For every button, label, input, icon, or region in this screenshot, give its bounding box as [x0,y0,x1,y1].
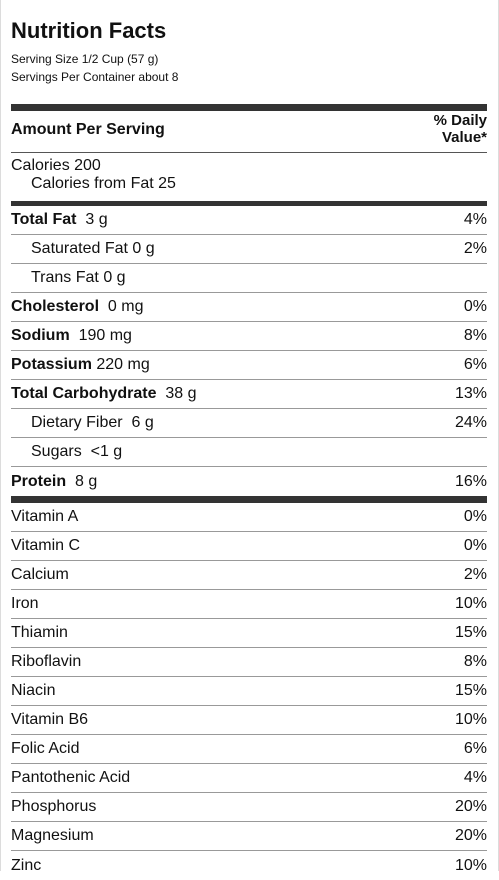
nutrient-row-protein: Protein 8 g 16% [11,467,487,496]
nutrient-dv: 13% [454,385,487,402]
vitamin-name: Magnesium [11,827,94,844]
vitamin-name: Zinc [11,856,42,874]
vitamin-name: Iron [11,595,39,612]
nutrient-name: Dietary Fiber [31,414,123,431]
vitamin-dv: 10% [454,856,487,874]
nutrient-row-dietary-fiber: Dietary Fiber 6 g 24% [11,409,487,438]
vitamin-name: Niacin [11,682,56,699]
vitamin-name: Phosphorus [11,798,97,815]
nutrient-name: Total Carbohydrate [11,385,157,402]
vitamin-dv: 0% [463,508,487,525]
nutrient-dv: 24% [454,414,487,431]
nutrient-amount: 38 g [165,385,197,402]
nutrient-amount: 220 mg [96,356,150,373]
nutrient-row-sodium: Sodium 190 mg 8% [11,322,487,351]
nutrient-dv: 16% [454,472,487,490]
vitamin-name: Folic Acid [11,740,80,757]
nutrient-name: Cholesterol [11,298,100,315]
vitamin-dv: 0% [463,537,487,554]
nutrient-dv: 4% [463,211,487,228]
vitamin-row: Vitamin A 0% [11,503,487,532]
nutrient-row-total-carbohydrate: Total Carbohydrate 38 g 13% [11,380,487,409]
nutrient-row-trans-fat: Trans Fat 0 g [11,264,487,293]
nutrient-amount: 8 g [75,472,98,490]
nutrient-amount: 190 mg [78,327,132,344]
nutrient-amount: 0 mg [107,298,144,315]
amount-per-serving-label: Amount Per Serving [11,121,165,138]
vitamin-row: Riboflavin 8% [11,648,487,677]
vitamin-row: Folic Acid 6% [11,735,487,764]
vitamin-name: Riboflavin [11,653,82,670]
nutrient-row-potassium: Potassium 220 mg 6% [11,351,487,380]
nutrient-row-saturated-fat: Saturated Fat 0 g 2% [11,235,487,264]
vitamin-dv: 8% [463,653,487,670]
vitamin-name: Vitamin A [11,508,79,525]
vitamin-row: Thiamin 15% [11,619,487,648]
vitamin-dv: 10% [454,711,487,728]
vitamin-name: Thiamin [11,624,68,641]
vitamin-row: Pantothenic Acid 4% [11,764,487,793]
vitamin-row: Niacin 15% [11,677,487,706]
servings-per-container: Servings Per Container about 8 [11,70,179,84]
vitamin-name: Calcium [11,566,69,583]
nutrient-dv: 2% [463,240,487,257]
daily-value-line2: Value* [441,129,487,146]
vitamin-dv: 15% [454,682,487,699]
calories-block: Calories 200 Calories from Fat 25 [11,153,487,201]
vitamin-name: Vitamin C [11,537,81,554]
nutrient-amount: <1 g [90,443,123,460]
nutrient-name: Trans Fat 0 g [31,269,126,286]
nutrient-row-sugars: Sugars <1 g [11,438,487,467]
vitamin-dv: 20% [454,827,487,844]
divider-medium [11,201,487,206]
nutrient-row-cholesterol: Cholesterol 0 mg 0% [11,293,487,322]
vitamin-dv: 4% [463,769,487,786]
vitamin-dv: 10% [454,595,487,612]
vitamin-row: Phosphorus 20% [11,793,487,822]
serving-size: Serving Size 1/2 Cup (57 g) [11,52,159,66]
vitamin-name: Pantothenic Acid [11,769,131,786]
nutrient-name: Total Fat [11,211,77,228]
nutrient-name: Saturated Fat 0 g [31,240,155,257]
vitamin-row: Iron 10% [11,590,487,619]
vitamin-dv: 15% [454,624,487,641]
calories: Calories 200 [11,157,101,174]
vitamin-name: Vitamin B6 [11,711,89,728]
vitamin-row: Magnesium 20% [11,822,487,851]
nutrient-amount: 3 g [85,211,108,228]
nutrient-name: Protein [11,472,67,490]
daily-value-header: % Daily Value* [434,112,487,146]
nutrient-amount: 6 g [131,414,154,431]
nutrient-row-total-fat: Total Fat 3 g 4% [11,206,487,235]
nutrient-name: Sugars [31,443,82,460]
label-title: Nutrition Facts [11,18,167,43]
vitamin-row: Vitamin C 0% [11,532,487,561]
nutrient-name: Sodium [11,327,70,344]
vitamin-dv: 20% [454,798,487,815]
nutrient-name: Potassium [11,356,92,373]
calories-from-fat: Calories from Fat 25 [31,175,176,192]
daily-value-line1: % Daily [433,112,487,129]
divider-thick [11,496,487,503]
vitamin-dv: 2% [463,566,487,583]
nutrient-dv: 0% [463,298,487,315]
vitamin-row: Calcium 2% [11,561,487,590]
amount-header: Amount Per Serving % Daily Value* [11,111,487,153]
vitamin-row: Zinc 10% [11,851,487,880]
nutrient-dv: 8% [463,327,487,344]
vitamin-row: Vitamin B6 10% [11,706,487,735]
vitamin-dv: 6% [463,740,487,757]
divider-thick [11,104,487,111]
nutrient-dv: 6% [463,356,487,373]
